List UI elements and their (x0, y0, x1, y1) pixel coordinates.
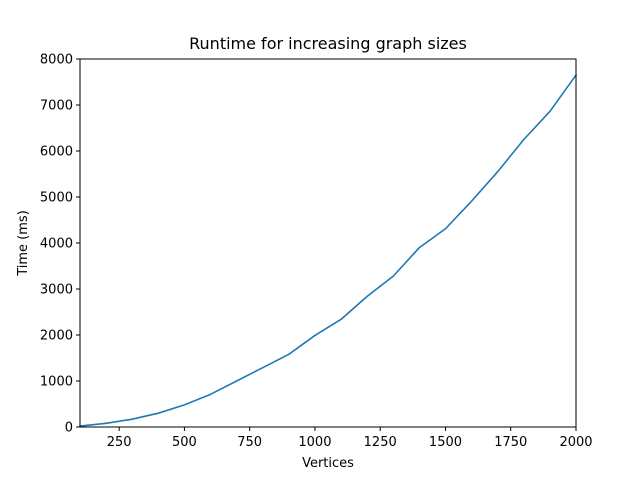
y-tick-label: 4000 (40, 237, 73, 252)
x-tick-label: 1750 (494, 435, 527, 450)
x-tick-label: 1500 (429, 435, 462, 450)
x-tick-label: 2000 (559, 435, 592, 450)
y-tick-label: 6000 (40, 145, 73, 160)
y-tick-label: 3000 (40, 283, 73, 298)
series-line (79, 73, 578, 427)
y-tick-label: 1000 (40, 375, 73, 390)
y-tick-label: 7000 (40, 99, 73, 114)
chart-title: Runtime for increasing graph sizes (189, 34, 467, 53)
x-tick-label: 750 (237, 435, 262, 450)
y-tick-label: 0 (65, 421, 73, 436)
x-tick-label: 1000 (298, 435, 331, 450)
x-tick-label: 250 (107, 435, 132, 450)
y-tick-label: 8000 (40, 53, 73, 68)
y-axis: 0 1000 2000 3000 4000 5000 6000 7000 8000 (40, 53, 80, 436)
y-axis-title: Time (ms) (16, 210, 31, 277)
x-axis-title: Vertices (302, 456, 354, 471)
y-tick-label: 5000 (40, 191, 73, 206)
x-tick-label: 500 (172, 435, 197, 450)
y-tick-label: 2000 (40, 329, 73, 344)
x-tick-label: 1250 (364, 435, 397, 450)
x-axis: 250 500 750 1000 1250 1500 1750 2000 (107, 427, 593, 450)
